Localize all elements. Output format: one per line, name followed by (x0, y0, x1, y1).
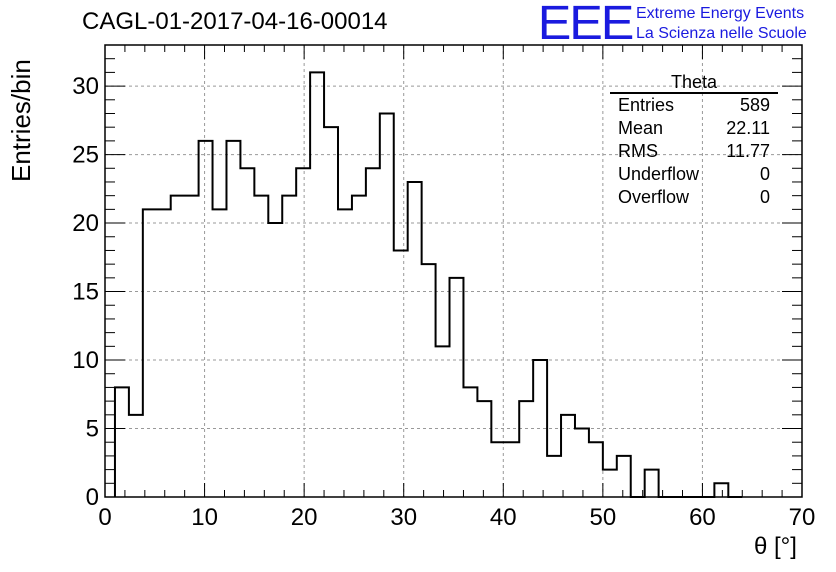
stats-label: RMS (618, 141, 658, 161)
histogram-bin (324, 127, 338, 497)
stats-row-overflow: Overflow 0 (610, 186, 778, 209)
stats-row-rms: RMS 11.77 (610, 140, 778, 163)
x-tick-label: 10 (191, 504, 218, 531)
histogram-bin (185, 196, 199, 497)
histogram-bin (213, 209, 227, 497)
y-tick-label: 10 (72, 347, 99, 374)
stats-value: 589 (739, 95, 770, 115)
histogram-bin (115, 387, 129, 497)
plot-frame (104, 44, 803, 498)
histogram-bin (617, 456, 631, 497)
histogram-bin (129, 415, 143, 497)
x-tick-label: 40 (490, 504, 517, 531)
histogram-bin (533, 360, 547, 497)
histogram-bin (477, 401, 491, 497)
stats-value: 11.77 (726, 141, 770, 161)
histogram-bin (394, 250, 408, 497)
histogram-bin (254, 196, 268, 497)
histogram-bin (338, 209, 352, 497)
histogram-bin (199, 141, 213, 497)
stats-label: Mean (618, 118, 664, 138)
histogram-bin (547, 456, 561, 497)
x-tick-label: 20 (291, 504, 318, 531)
histogram-bin (645, 470, 659, 497)
x-axis-label: θ [°] (754, 533, 797, 560)
y-tick-label: 15 (72, 279, 99, 306)
y-axis-label: Entries/bin (6, 59, 36, 182)
x-tick-label: 60 (689, 504, 716, 531)
x-tick-label: 30 (390, 504, 417, 531)
stats-value: 0 (759, 164, 770, 184)
stats-value: 0 (759, 187, 770, 207)
histogram-bin (519, 401, 533, 497)
histogram-bin (157, 209, 171, 497)
histogram-bin (268, 223, 282, 497)
x-tick-label: 0 (98, 504, 111, 531)
histogram-bin (463, 387, 477, 497)
histogram-bin (436, 346, 450, 497)
histogram-bin (380, 113, 394, 497)
histogram-bin (714, 483, 728, 497)
x-tick-label: 70 (789, 504, 816, 531)
histogram-bin (450, 278, 464, 497)
stats-label: Entries (618, 95, 675, 115)
histogram-bin (575, 429, 589, 497)
stats-box: Theta Entries 589 Mean 22.11 RMS 11.77 Unde… (610, 72, 778, 209)
x-tick-label: 50 (590, 504, 617, 531)
y-tick-label: 0 (86, 484, 99, 511)
y-tick-label: 5 (86, 416, 99, 443)
histogram-bin (561, 415, 575, 497)
histogram-bin (422, 264, 436, 497)
histogram-bin (310, 72, 324, 497)
stats-row-underflow: Underflow 0 (610, 163, 778, 186)
histogram-bin (491, 442, 505, 497)
y-tick-label: 30 (72, 73, 99, 100)
chart-title: CAGL-01-2017-04-16-00014 (82, 8, 388, 35)
stats-value: 22.11 (726, 118, 770, 138)
stats-label: Overflow (618, 187, 690, 207)
histogram-bin (505, 442, 519, 497)
y-tick-label: 25 (72, 142, 99, 169)
stats-row-mean: Mean 22.11 (610, 117, 778, 140)
histogram-bin (366, 168, 380, 497)
histogram-bin (282, 196, 296, 497)
histogram-bin (589, 442, 603, 497)
histogram-bin (408, 182, 422, 497)
eee-logo: EEE (537, 0, 635, 50)
stats-label: Underflow (618, 164, 700, 184)
histogram-bin (143, 209, 157, 497)
histogram-bin (296, 168, 310, 497)
histogram-line (113, 71, 743, 498)
histogram-bin (171, 196, 185, 497)
y-tick-label: 20 (72, 210, 99, 237)
logo-caption: Extreme Energy Events La Scienza nelle S… (636, 4, 807, 44)
histogram-bin (352, 196, 366, 497)
stats-row-entries: Entries 589 (610, 94, 778, 117)
logo-line-2: La Scienza nelle Scuole (636, 25, 807, 42)
logo-line-1: Extreme Energy Events (636, 5, 805, 22)
histogram-bin (240, 168, 254, 497)
histogram-bin (226, 141, 240, 497)
stats-title: Theta (610, 72, 778, 94)
histogram-bin (603, 470, 617, 497)
